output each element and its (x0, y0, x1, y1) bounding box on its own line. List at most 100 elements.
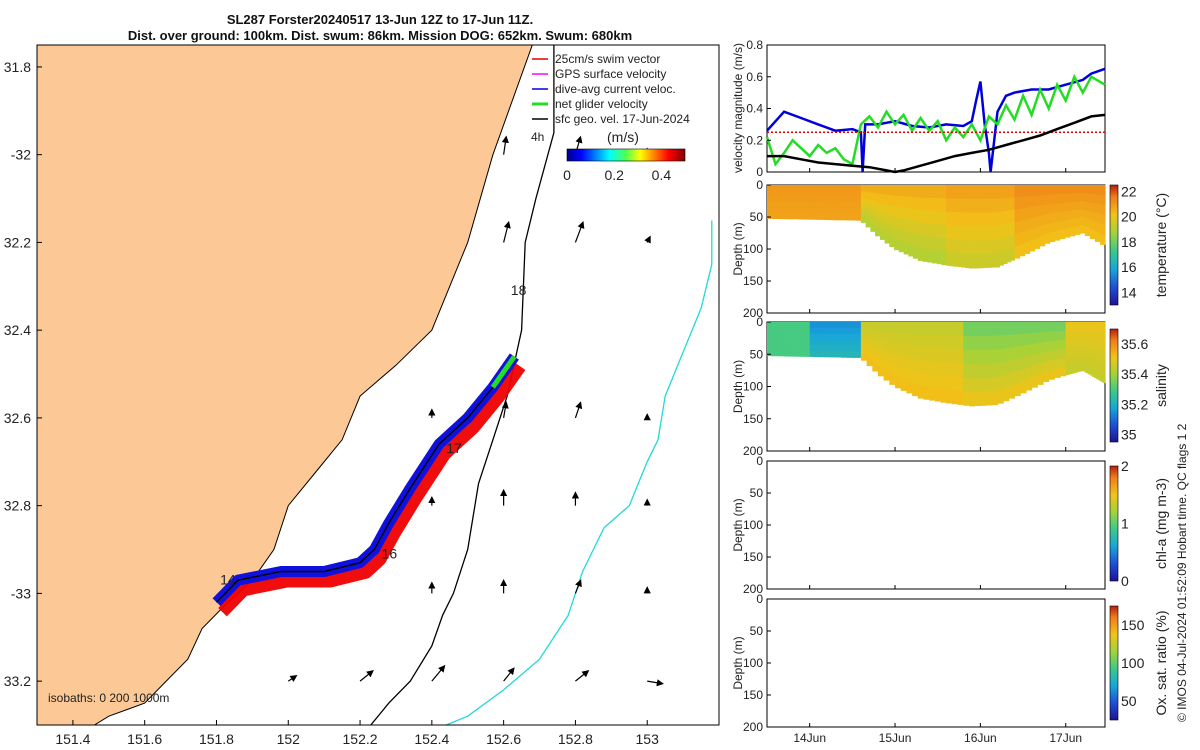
section-cell-salinity (980, 363, 987, 378)
section-cell-salinity (1096, 369, 1100, 380)
section-cell-salinity (1020, 369, 1027, 382)
section-cell-temperature (946, 185, 951, 199)
section-cell-salinity (841, 322, 845, 329)
colorbar-chl-a (1109, 465, 1119, 582)
colorbar-label-temperature: temperature (°C) (1153, 193, 1169, 297)
section-cell-temperature (941, 238, 947, 252)
section-cell-temperature (922, 185, 928, 199)
section-cell-salinity (802, 333, 806, 340)
section-cell-salinity (807, 333, 811, 340)
section-cell-temperature (777, 207, 784, 214)
section-cell-temperature (875, 193, 881, 203)
section-cell-salinity (1067, 330, 1071, 340)
section-cell-temperature (917, 185, 924, 199)
section-cell-temperature (819, 213, 825, 220)
section-cell-temperature (969, 254, 974, 269)
section-cell-temperature (1049, 203, 1056, 214)
section-cell-temperature (953, 198, 959, 213)
map-y-tick-label: 32.8 (4, 498, 31, 514)
section-cell-temperature (1019, 244, 1026, 257)
section-cell-salinity (934, 374, 942, 389)
section-cell-salinity (855, 322, 859, 329)
section-cell-temperature (1039, 185, 1046, 196)
section-cell-salinity (1091, 367, 1095, 377)
section-cell-temperature (1074, 185, 1081, 194)
section-cell-salinity (832, 339, 836, 346)
section-cell-salinity (832, 345, 836, 352)
section-cell-temperature (813, 196, 820, 203)
section-cell-salinity (818, 333, 822, 340)
section-cell-temperature (824, 213, 831, 221)
section-cell-salinity (1085, 330, 1089, 340)
section-cell-salinity (980, 391, 987, 406)
section-cell-temperature (965, 240, 970, 255)
section-cell-salinity (963, 322, 970, 337)
section-cell-temperature (808, 196, 815, 203)
section-cell-salinity (883, 370, 890, 381)
section-cell-salinity (974, 391, 981, 406)
colorbar-tick-chl-a: 1 (1121, 516, 1129, 532)
section-cell-temperature (953, 239, 959, 254)
section-cell-temperature (999, 185, 1004, 199)
section-cell-salinity (793, 322, 797, 329)
section-cell-salinity (1025, 367, 1033, 380)
section-cell-salinity (1003, 348, 1010, 362)
section-cell-salinity (912, 334, 919, 348)
section-cell-temperature (798, 202, 805, 209)
section-cell-temperature (980, 226, 985, 241)
section-cell-temperature (1034, 216, 1041, 228)
section-cell-salinity (769, 344, 773, 351)
section-cell-salinity (1060, 322, 1067, 332)
section-cell-salinity (815, 327, 819, 335)
section-cell-salinity (906, 381, 913, 394)
section-y-tick-label: 200 (743, 306, 763, 320)
section-cell-salinity (781, 333, 785, 340)
map-y-tick-label: 33.2 (4, 673, 31, 689)
section-cell-temperature (1054, 230, 1061, 241)
section-cell-temperature (1100, 224, 1106, 235)
section-cell-salinity (951, 335, 959, 350)
section-cell-salinity (1089, 322, 1093, 332)
section-cell-salinity (1048, 350, 1055, 361)
section-cell-salinity (1102, 332, 1106, 343)
section-cell-salinity (771, 327, 775, 334)
section-cell-temperature (961, 226, 966, 241)
section-cell-temperature (941, 224, 947, 239)
section-cell-salinity (767, 350, 770, 357)
section-cell-temperature (950, 225, 955, 240)
section-cell-salinity (790, 327, 794, 334)
section-cell-salinity (1020, 357, 1027, 370)
section-cell-temperature (1014, 185, 1021, 198)
section-cell-temperature (1019, 232, 1026, 245)
section-cell-salinity (991, 335, 999, 351)
section-cell-salinity (852, 322, 856, 329)
section-cell-temperature (1089, 185, 1096, 195)
section-cell-temperature (984, 240, 989, 255)
section-cell-temperature (976, 226, 981, 241)
section-cell-salinity (852, 333, 856, 341)
section-cell-temperature (950, 185, 955, 199)
velocity-y-tick-label: 0.2 (746, 133, 763, 147)
section-cell-temperature (903, 219, 909, 232)
section-cell-salinity (866, 322, 873, 330)
section-cell-temperature (898, 218, 905, 230)
section-frame-oxygen (766, 598, 1106, 728)
section-cell-temperature (991, 185, 997, 200)
section-cell-temperature (936, 198, 943, 212)
section-cell-temperature (1039, 205, 1046, 216)
section-cell-temperature (834, 208, 841, 215)
section-cell-salinity (974, 349, 981, 365)
section-cell-salinity (1031, 354, 1038, 366)
section-cell-temperature (767, 207, 773, 214)
section-cell-temperature (1014, 197, 1021, 210)
velocity-frame (766, 44, 1106, 173)
section-cell-salinity (934, 335, 942, 349)
section-cell-salinity (812, 333, 816, 340)
colorbar-temperature (1109, 184, 1119, 306)
map-y-tick-label: 32.6 (4, 410, 31, 426)
section-cell-temperature (917, 197, 924, 211)
section-cell-temperature (782, 213, 789, 220)
section-cell-temperature (961, 253, 966, 268)
section-cell-salinity (974, 377, 981, 393)
